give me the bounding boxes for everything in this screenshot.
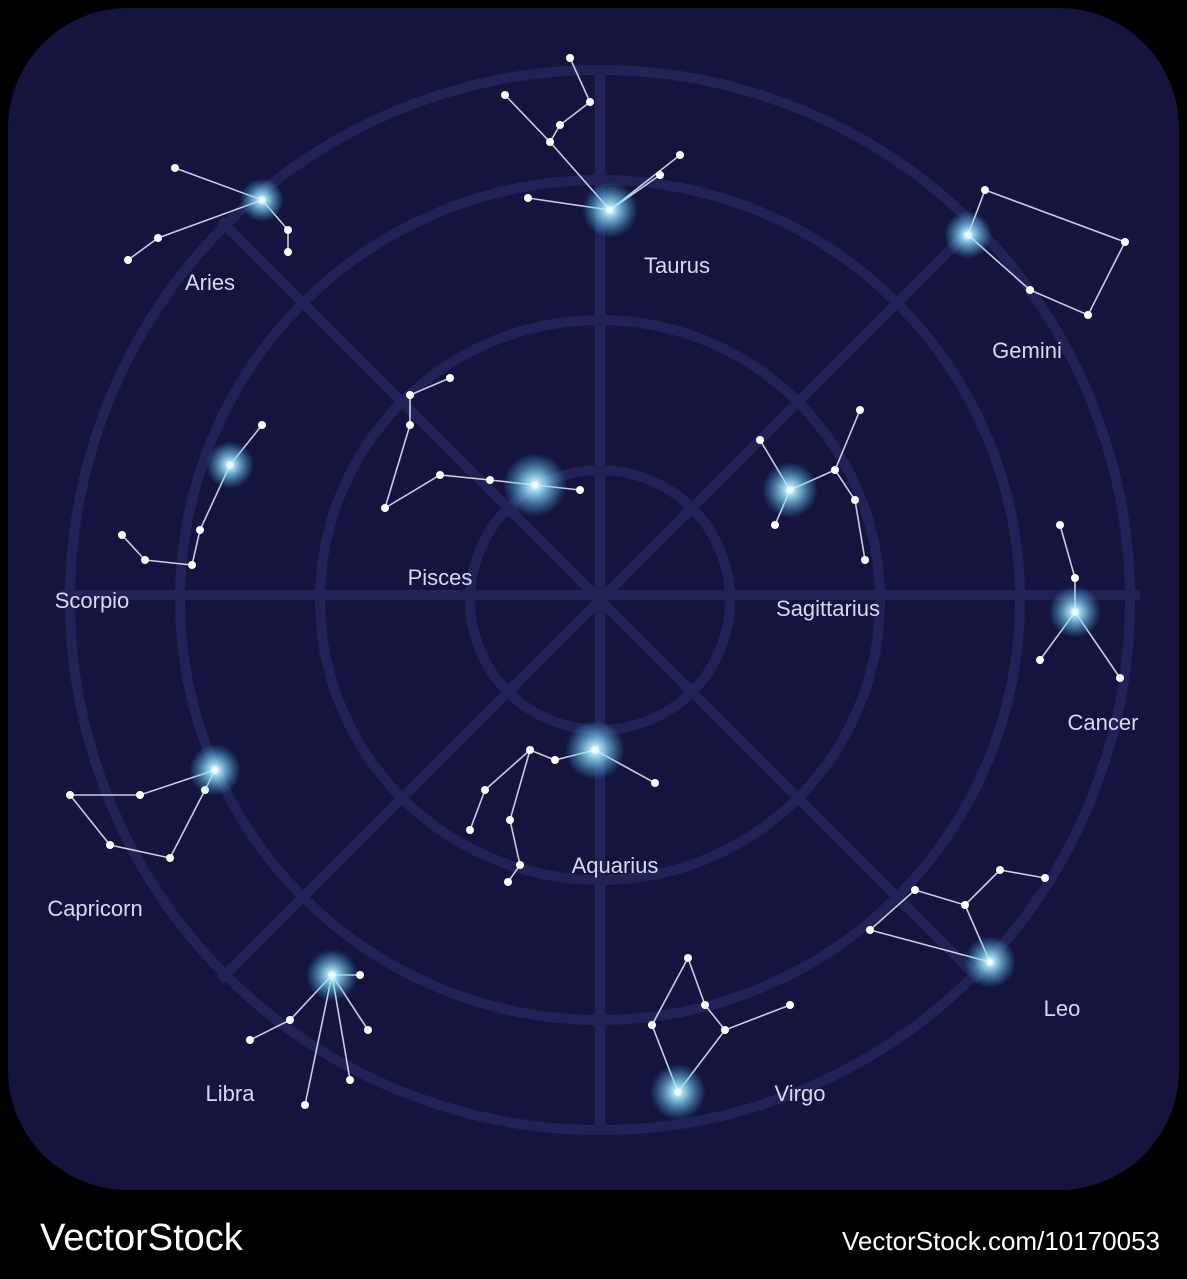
star	[436, 471, 444, 479]
star	[118, 531, 126, 539]
constellation-label: Cancer	[1068, 710, 1139, 735]
watermark-brand: VectorStock	[40, 1217, 244, 1259]
star	[576, 486, 584, 494]
star	[651, 779, 659, 787]
constellation-label: Virgo	[775, 1081, 826, 1106]
bright-star	[582, 182, 638, 238]
star	[346, 1076, 354, 1084]
star	[1036, 656, 1044, 664]
star	[284, 226, 292, 234]
star	[656, 171, 664, 179]
star	[1084, 311, 1092, 319]
star	[684, 954, 692, 962]
bright-star	[189, 744, 241, 796]
star	[831, 466, 839, 474]
star	[851, 496, 859, 504]
bright-star	[650, 1064, 706, 1120]
bright-star	[964, 936, 1016, 988]
star	[501, 91, 509, 99]
star	[486, 476, 494, 484]
star	[481, 786, 489, 794]
bright-star	[240, 178, 284, 222]
star	[1071, 574, 1079, 582]
star	[1116, 674, 1124, 682]
star	[136, 791, 144, 799]
star	[861, 556, 869, 564]
star	[786, 1001, 794, 1009]
star	[446, 374, 454, 382]
star	[66, 791, 74, 799]
star	[586, 98, 594, 106]
star	[154, 234, 162, 242]
constellation-label: Leo	[1044, 996, 1081, 1021]
star	[551, 756, 559, 764]
star	[504, 878, 512, 886]
constellation-label: Taurus	[644, 253, 710, 278]
star	[721, 1026, 729, 1034]
bright-star	[206, 441, 254, 489]
star	[676, 151, 684, 159]
star	[866, 926, 874, 934]
star	[171, 164, 179, 172]
star	[258, 421, 266, 429]
star	[524, 194, 532, 202]
star	[516, 861, 524, 869]
bright-star	[762, 462, 818, 518]
page: Aries Taurus Gemini Scorpio Pisces Sagit…	[0, 0, 1187, 1279]
star	[1056, 521, 1064, 529]
star	[566, 54, 574, 62]
star	[196, 526, 204, 534]
star	[506, 816, 514, 824]
star	[1041, 874, 1049, 882]
star	[1026, 286, 1034, 294]
star	[141, 556, 149, 564]
watermark-url: VectorStock.com/10170053	[842, 1226, 1160, 1256]
star	[996, 866, 1004, 874]
star	[301, 1101, 309, 1109]
star	[364, 1026, 372, 1034]
bright-star	[503, 453, 567, 517]
star	[701, 1001, 709, 1009]
star	[381, 504, 389, 512]
constellation-label: Aries	[185, 270, 235, 295]
star	[911, 886, 919, 894]
star	[284, 248, 292, 256]
star	[546, 138, 554, 146]
star	[166, 854, 174, 862]
star	[188, 561, 196, 569]
constellation-label: Capricorn	[47, 896, 142, 921]
star	[286, 1016, 294, 1024]
bright-star	[306, 949, 358, 1001]
star	[756, 436, 764, 444]
star	[106, 841, 114, 849]
star	[556, 121, 564, 129]
star	[526, 746, 534, 754]
star	[981, 186, 989, 194]
constellation-label: Sagittarius	[776, 596, 880, 621]
bright-star	[1049, 586, 1101, 638]
constellation-label: Gemini	[992, 338, 1062, 363]
constellation-label: Aquarius	[572, 853, 659, 878]
star	[648, 1021, 656, 1029]
constellation-label: Libra	[206, 1081, 256, 1106]
star	[961, 901, 969, 909]
star	[246, 1036, 254, 1044]
star	[124, 256, 132, 264]
star	[466, 826, 474, 834]
star	[856, 406, 864, 414]
constellation-label: Scorpio	[55, 588, 130, 613]
star	[1121, 238, 1129, 246]
bright-star	[944, 211, 992, 259]
star	[771, 521, 779, 529]
star	[406, 421, 414, 429]
bright-star	[565, 720, 625, 780]
star	[406, 391, 414, 399]
sky-map: Aries Taurus Gemini Scorpio Pisces Sagit…	[0, 0, 1187, 1279]
constellation-label: Pisces	[408, 565, 473, 590]
